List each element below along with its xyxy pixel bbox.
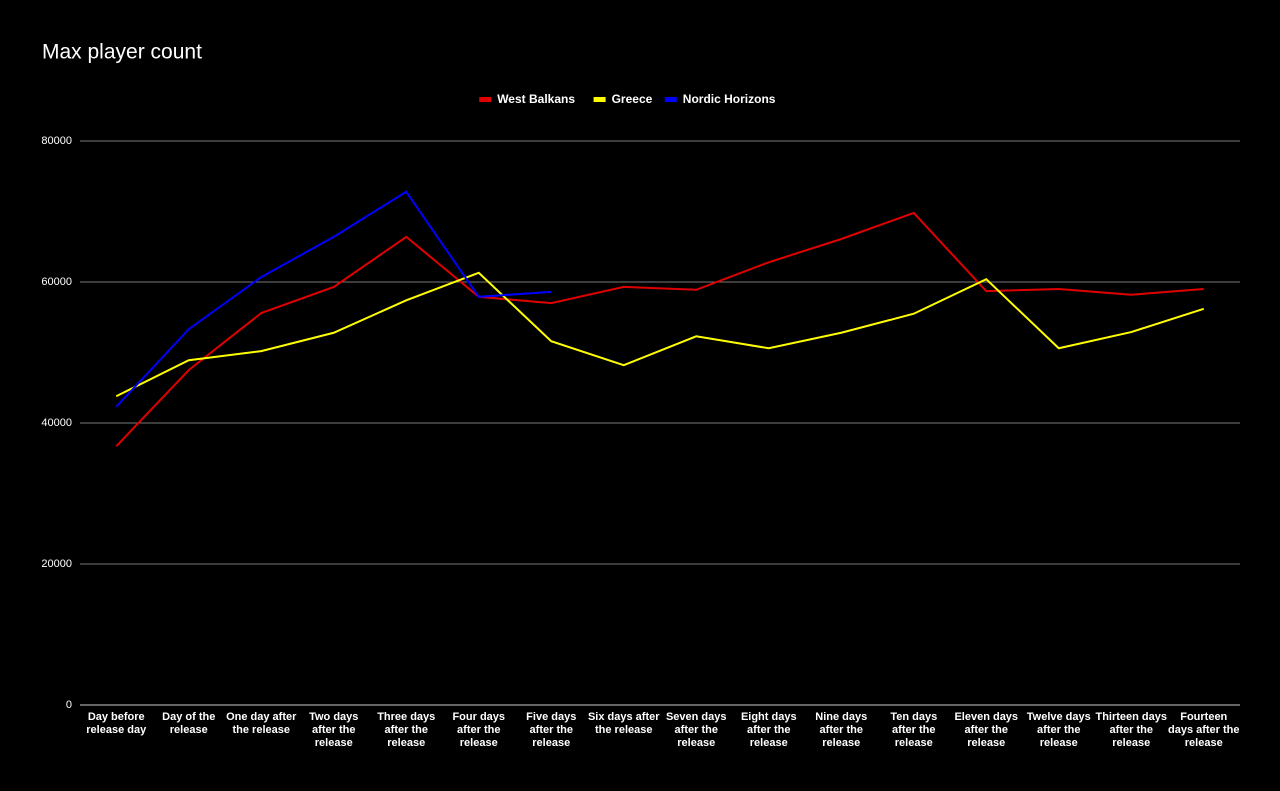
x-tick-label: Three days after the release [377, 711, 436, 749]
x-tick-label: Nine days after the release [815, 711, 868, 749]
x-tick-label: Two days after the release [309, 711, 359, 749]
series-line [115, 271, 1205, 398]
x-tick-label: Day of the release [162, 711, 216, 736]
y-tick-label: 60000 [41, 276, 72, 288]
x-tick-label: One day after the release [226, 711, 297, 736]
x-tick-label: Thirteen days after the release [1095, 711, 1168, 749]
x-tick-label: Fourteen days after the release [1167, 711, 1240, 749]
y-tick-label: 80000 [41, 135, 72, 147]
legend-label: West Balkans [497, 92, 575, 106]
y-tick-label: 0 [66, 699, 72, 711]
y-tick-label: 20000 [41, 558, 72, 570]
x-tick-label: Ten days after the release [890, 711, 938, 749]
x-tick-label: Four days after the release [452, 711, 506, 749]
x-tick-label: Eight days after the release [740, 711, 797, 749]
legend-swatch [593, 97, 606, 102]
series-line [115, 190, 552, 408]
y-tick-label: 40000 [41, 417, 72, 429]
legend-swatch [664, 97, 677, 102]
x-tick-label: Six days after the release [587, 711, 660, 736]
x-tick-label: Five days after the release [526, 711, 577, 749]
legend-label: Nordic Horizons [683, 92, 776, 106]
x-tick-label: Eleven days after the release [954, 711, 1019, 749]
series-line [115, 211, 1204, 447]
x-tick-label: Day before release day [86, 711, 147, 736]
legend-swatch [479, 97, 492, 102]
legend-label: Greece [612, 92, 653, 106]
x-tick-label: Seven days after the release [665, 711, 727, 749]
chart-title: Max player count [42, 41, 202, 64]
x-tick-label: Twelve days after the release [1026, 711, 1091, 749]
